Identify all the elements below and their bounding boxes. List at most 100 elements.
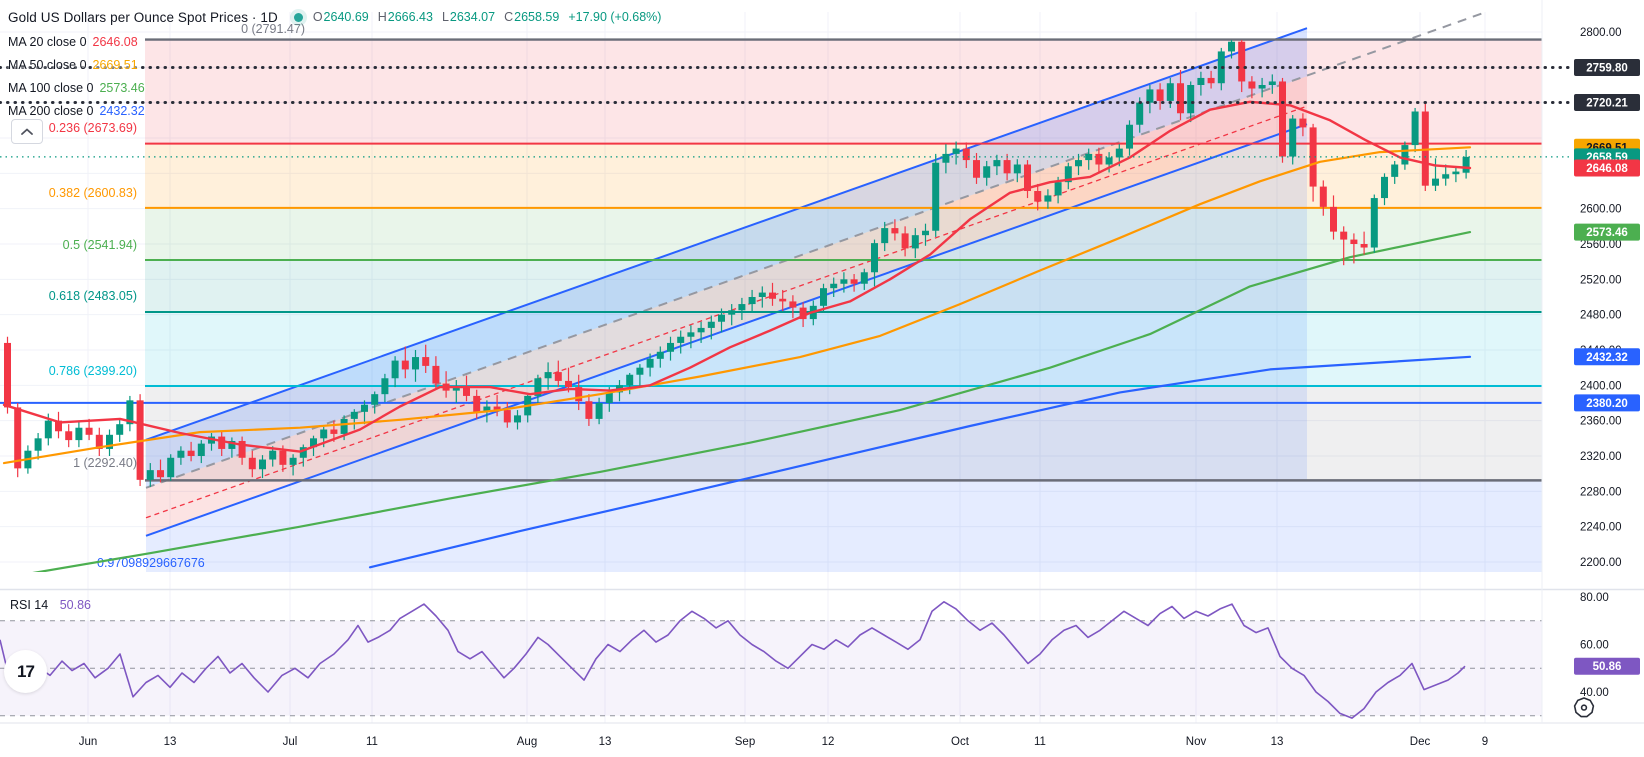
candle-body	[1044, 195, 1052, 202]
price-badge-bg	[1574, 348, 1640, 366]
ma-legend-row[interactable]: MA 20 close 0 2646.08	[8, 31, 661, 54]
candlesticks[interactable]	[4, 39, 1470, 487]
candle-body	[95, 434, 103, 449]
candle-body	[1370, 198, 1378, 248]
price-tick-label: 2480.00	[1580, 310, 1622, 322]
fib-extra-label: 0.97098929667676	[97, 556, 205, 570]
settings-icon[interactable]	[1571, 695, 1597, 721]
ma-legend-row[interactable]: MA 200 close 0 2432.32	[8, 100, 661, 123]
time-tick-label: Sep	[735, 736, 755, 748]
ma-row-value: 2669.51	[92, 58, 138, 72]
candle-body	[75, 427, 83, 441]
candle-body	[983, 166, 991, 178]
candle-body	[1126, 124, 1133, 149]
price-tick-label: 2200.00	[1580, 557, 1622, 569]
candle-body	[381, 378, 389, 395]
ma-legend-row[interactable]: MA 100 close 0 2573.46	[8, 77, 661, 100]
candle-body	[1432, 178, 1439, 186]
fib-labels: 0 (2791.47) 0.236 (2673.69) 0.382 (2600.83…	[49, 22, 305, 570]
candle-body	[646, 358, 654, 368]
candle-body	[259, 459, 266, 470]
candle-body	[85, 427, 93, 435]
fib-label: 0.236 (2673.69)	[49, 121, 137, 135]
candle-body	[269, 450, 277, 460]
price-tick-label: 2400.00	[1580, 380, 1622, 392]
candle-body	[1289, 118, 1297, 157]
candle-body	[1299, 118, 1307, 128]
candle-body	[962, 148, 970, 161]
candle-body	[1381, 176, 1388, 199]
time-axis[interactable]: Jun 13 Jul 11 Aug 13 Sep 12 Oct 11 Nov 13 Dec 9	[79, 736, 1488, 748]
candle-body	[1330, 206, 1337, 232]
candle-body	[493, 406, 501, 411]
price-axis[interactable]: 2800.002600.002560.002520.002480.002440.…	[1580, 27, 1622, 699]
candle-body	[391, 360, 399, 379]
candle-body	[820, 288, 827, 306]
channel-upper-line[interactable]	[145, 27, 1308, 441]
candle-body	[503, 410, 511, 423]
candle-body	[289, 457, 297, 465]
candle-body	[687, 332, 695, 337]
candle-body	[187, 450, 195, 456]
ma-legend-row[interactable]: MA 50 close 0 2669.51	[8, 54, 661, 77]
channel-lower-line[interactable]	[145, 123, 1308, 537]
candle-body	[310, 438, 317, 448]
candle-body	[1442, 174, 1450, 179]
price-badge-text: 2646.08	[1586, 163, 1628, 175]
price-tick-label: 2240.00	[1580, 522, 1622, 534]
candle-body	[146, 470, 154, 480]
rsi-tick-label: 60.00	[1580, 640, 1609, 652]
candle-body	[157, 470, 164, 478]
symbol-title-row[interactable]: Gold US Dollars per Ounce Spot Prices · …	[8, 5, 661, 29]
candle-body	[779, 298, 787, 302]
candle-body	[1146, 89, 1154, 103]
time-tick-label: 11	[366, 736, 378, 748]
ma-row-label: MA 100 close 0	[8, 81, 94, 95]
collapse-indicators-button[interactable]	[11, 119, 43, 144]
rsi-tick-label: 40.00	[1580, 687, 1609, 699]
candle-body	[1309, 127, 1317, 187]
candle-body	[973, 160, 980, 178]
candle-body	[1064, 166, 1072, 183]
price-badge-text: 2573.46	[1586, 227, 1628, 239]
time-tick-label: Jul	[283, 736, 298, 748]
ma-200-line	[368, 355, 1472, 569]
time-tick-label: Aug	[517, 736, 537, 748]
time-tick-label: 13	[599, 736, 612, 748]
rsi-badge-bg	[1574, 657, 1640, 675]
tradingview-logo[interactable]: 17	[4, 650, 47, 693]
fib-band	[145, 39, 1542, 144]
time-tick-label: Oct	[951, 736, 970, 748]
market-status-icon	[293, 12, 303, 22]
candle-body	[860, 272, 868, 284]
fib-label: 0.618 (2483.05)	[49, 289, 137, 303]
candle-body	[1136, 102, 1144, 125]
candle-body	[1452, 171, 1460, 175]
price-badge-bg	[1574, 394, 1640, 412]
candle-body	[1166, 83, 1174, 101]
candle-body	[667, 342, 674, 352]
candle-body	[1340, 231, 1348, 240]
candle-body	[1319, 186, 1327, 207]
candle-body	[1054, 182, 1062, 196]
candle-body	[656, 351, 664, 359]
price-badge-bg	[1574, 93, 1640, 111]
candle-body	[952, 148, 960, 154]
candle-body	[340, 418, 348, 434]
ma-50-line	[2, 146, 1472, 465]
candle-body	[799, 307, 807, 320]
candle-body	[871, 243, 878, 273]
candle-body	[697, 327, 705, 333]
price-tick-label: 2360.00	[1580, 416, 1622, 428]
time-tick-label: 9	[1482, 736, 1488, 748]
price-badge-bg	[1574, 59, 1640, 77]
fib-label: 0.786 (2399.20)	[49, 364, 137, 378]
candle-body	[1279, 81, 1286, 157]
rsi-legend[interactable]: RSI 14 50.86	[10, 598, 91, 612]
time-tick-label: 13	[164, 736, 177, 748]
symbol-title[interactable]: Gold US Dollars per Ounce Spot Prices · …	[8, 9, 278, 25]
time-tick-label: 11	[1034, 736, 1046, 748]
candle-body	[830, 283, 838, 289]
